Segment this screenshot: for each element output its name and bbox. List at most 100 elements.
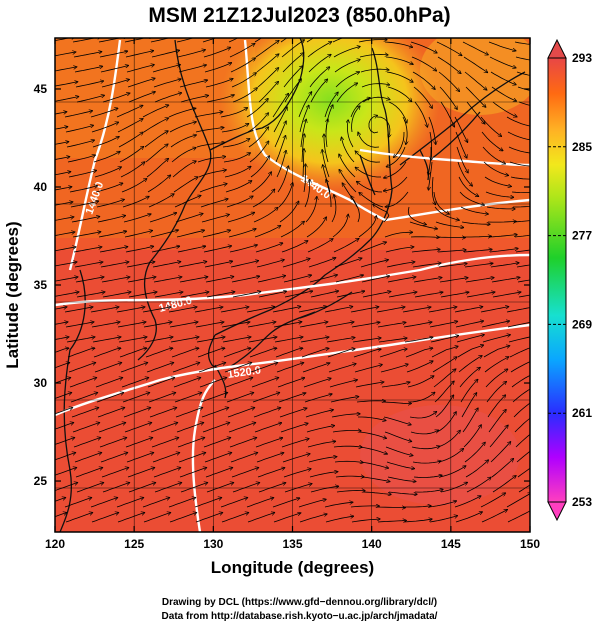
wind-streamline xyxy=(55,67,77,72)
wind-streamline xyxy=(76,95,104,103)
wind-streamline xyxy=(230,453,257,463)
wind-streamline xyxy=(490,442,511,463)
wind-streamline xyxy=(66,337,95,343)
wind-streamline xyxy=(231,73,256,88)
wind-streamline xyxy=(123,408,150,418)
wind-streamline xyxy=(74,66,102,73)
wind-streamline xyxy=(376,307,405,313)
wind-streamline xyxy=(149,408,176,418)
wind-streamline xyxy=(229,245,257,253)
wind-streamline xyxy=(206,292,235,298)
wind-streamline xyxy=(306,426,334,433)
wind-streamline xyxy=(439,278,468,283)
wind-streamline xyxy=(491,459,513,478)
wind-streamline xyxy=(127,277,156,283)
wind-streamline xyxy=(351,106,360,133)
wind-streamline xyxy=(206,95,234,103)
wind-streamline xyxy=(412,461,441,463)
wind-streamline xyxy=(387,146,406,167)
wind-streamline xyxy=(413,475,442,477)
wind-streamline xyxy=(516,264,530,268)
wind-streamline xyxy=(228,229,256,238)
wind-streamline xyxy=(74,453,101,463)
wind-streamline xyxy=(252,393,279,403)
wind-streamline xyxy=(204,63,231,73)
wind-streamline xyxy=(462,41,488,55)
wind-streamline xyxy=(331,414,360,418)
wind-streamline xyxy=(147,175,170,193)
wind-streamline xyxy=(97,216,125,223)
wind-streamline xyxy=(454,116,468,142)
wind-streamline xyxy=(485,191,513,197)
wind-streamline xyxy=(492,101,517,117)
wind-streamline xyxy=(257,468,285,478)
wind-streamline xyxy=(221,124,249,133)
wind-streamline xyxy=(251,172,271,193)
wind-streamline xyxy=(514,417,530,433)
wind-streamline xyxy=(439,466,466,478)
y-tick-label: 45 xyxy=(34,82,48,96)
wind-streamline xyxy=(223,348,251,358)
wind-streamline xyxy=(176,423,203,433)
wind-streamline xyxy=(224,363,251,373)
wind-streamline xyxy=(154,292,183,298)
wind-streamline xyxy=(142,498,169,508)
wind-streamline xyxy=(254,38,263,43)
wind-streamline xyxy=(509,347,530,358)
wind-streamline xyxy=(465,460,488,478)
wind-streamline xyxy=(481,510,507,523)
wind-streamline xyxy=(330,397,359,403)
wind-streamline xyxy=(224,167,251,178)
wind-streamline xyxy=(333,239,359,253)
wind-streamline xyxy=(72,423,99,433)
wind-streamline xyxy=(76,483,103,493)
wind-streamline xyxy=(308,55,331,73)
wind-streamline xyxy=(358,216,376,238)
wind-streamline xyxy=(327,349,355,358)
wind-streamline xyxy=(428,116,436,144)
wind-streamline xyxy=(490,263,519,268)
wind-streamline xyxy=(72,232,101,238)
wind-streamline xyxy=(99,438,126,448)
wind-streamline xyxy=(145,348,173,358)
wind-streamline xyxy=(272,307,301,313)
wind-streamline xyxy=(356,401,385,402)
wind-streamline xyxy=(433,191,449,214)
wind-streamline xyxy=(176,230,204,238)
wind-streamline xyxy=(280,423,308,433)
wind-streamline xyxy=(514,234,530,238)
wind-streamline xyxy=(151,50,179,58)
wind-streamline xyxy=(206,483,233,493)
wind-streamline xyxy=(353,349,381,358)
wind-streamline xyxy=(464,71,487,90)
wind-streamline xyxy=(64,307,93,313)
wind-streamline xyxy=(178,453,205,463)
wind-streamline xyxy=(122,197,149,208)
wind-streamline xyxy=(326,180,332,207)
wind-streamline xyxy=(228,38,239,43)
wind-streamline xyxy=(402,307,431,313)
wind-streamline xyxy=(153,468,180,478)
colorbar-tick-label: 277 xyxy=(572,229,592,243)
wind-streamline xyxy=(204,261,232,268)
colorbar-top-arrow xyxy=(547,38,567,59)
wind-streamline xyxy=(457,161,472,186)
y-axis-ticks: 25 30 35 40 45 xyxy=(34,82,530,488)
wind-streamline xyxy=(247,113,268,133)
wind-streamline xyxy=(325,322,354,328)
wind-streamline xyxy=(231,468,258,478)
wind-streamline xyxy=(69,186,97,193)
wind-streamline xyxy=(384,431,411,441)
wind-streamline xyxy=(55,247,76,252)
wind-streamline xyxy=(438,449,463,463)
wind-streamline xyxy=(513,220,530,223)
wind-streamline xyxy=(483,346,510,358)
colorbar-tick-label: 253 xyxy=(572,495,592,509)
wind-streamline xyxy=(336,491,365,493)
wind-streamline xyxy=(121,378,148,388)
colorbar-bottom-arrow xyxy=(547,501,567,522)
wind-streamline xyxy=(144,131,168,148)
wind-streamline xyxy=(359,54,388,58)
wind-streamline xyxy=(127,78,155,88)
